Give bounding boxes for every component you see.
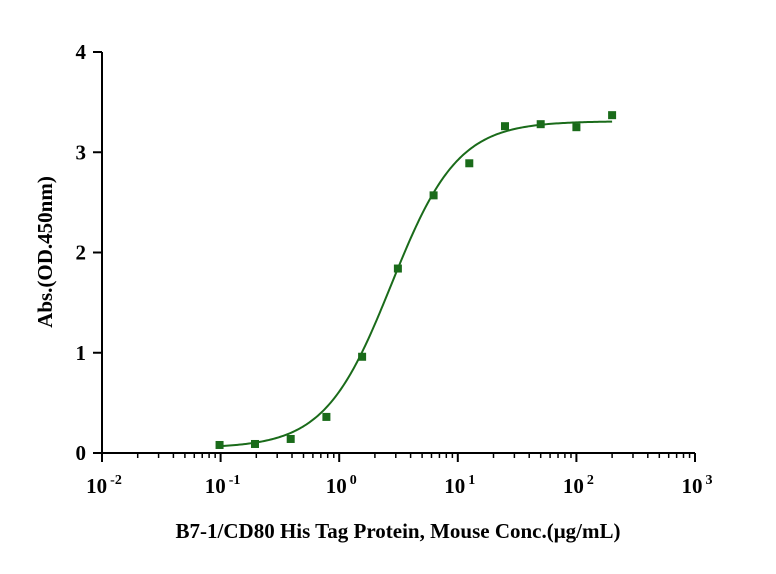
data-point	[322, 412, 331, 421]
data-point	[250, 439, 259, 448]
x-tick-label: 10 0	[326, 473, 357, 498]
data-point	[215, 440, 224, 449]
data-point	[500, 122, 509, 131]
x-axis-title: B7-1/CD80 His Tag Protein, Mouse Conc.(μ…	[176, 519, 621, 543]
x-tick-label: 10 3	[682, 473, 713, 498]
data-point	[429, 191, 438, 200]
data-points	[215, 111, 617, 449]
x-tick-label: 10 -1	[205, 473, 241, 498]
y-axis-title: Abs.(OD.450nm)	[33, 176, 57, 328]
y-tick-label: 0	[76, 441, 87, 465]
x-tick-label: 10 2	[563, 473, 594, 498]
data-point	[393, 264, 402, 273]
data-point	[608, 111, 617, 120]
y-tick-label: 4	[76, 40, 87, 64]
fit-curve-group	[219, 120, 613, 448]
data-point	[286, 434, 295, 443]
data-point	[536, 120, 545, 129]
x-tick-label: 10 -2	[86, 473, 122, 498]
y-tick-label: 2	[76, 241, 87, 265]
fit-curve	[219, 120, 613, 448]
y-tick-label: 1	[76, 341, 87, 365]
axes: 0 1 2 3 4 10 -2 10 -1 10 0 10 1 10 2 10 3	[76, 40, 713, 498]
data-point	[358, 352, 367, 361]
y-tick-label: 3	[76, 140, 87, 164]
data-point	[465, 159, 474, 168]
x-tick-label: 10 1	[444, 473, 475, 498]
data-point	[572, 123, 581, 132]
